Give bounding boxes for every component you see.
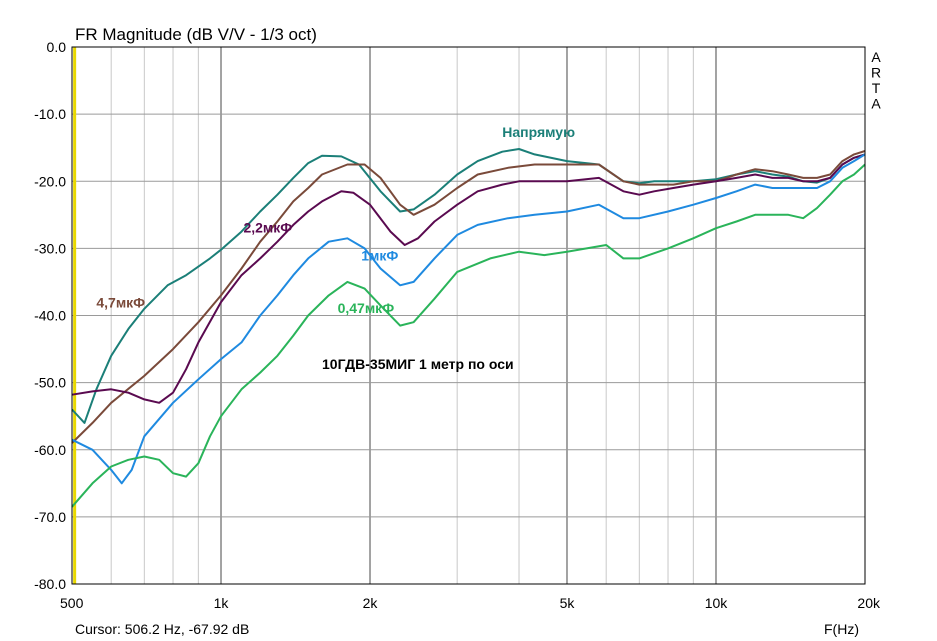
y-tick--30.0: -30.0 — [34, 240, 66, 256]
series-line-5 — [71, 163, 866, 508]
chart-title: FR Magnitude (dB V/V - 1/3 oct) — [75, 25, 317, 44]
series-group — [71, 148, 866, 508]
y-tick--80.0: -80.0 — [34, 576, 66, 592]
grid — [72, 47, 865, 584]
series-label-5: 0,47мкФ — [338, 300, 395, 316]
x-tick-500: 500 — [60, 595, 84, 611]
y-tick--50.0: -50.0 — [34, 375, 66, 391]
series-line-4 — [71, 153, 866, 485]
series-line-3 — [71, 153, 866, 404]
series-label-4: 1мкФ — [361, 247, 398, 263]
y-tick--10.0: -10.0 — [34, 106, 66, 122]
y-tick-0.0: 0.0 — [47, 39, 67, 55]
series-label-1: Напрямую — [502, 124, 575, 140]
series-line-1 — [71, 148, 866, 424]
arta-letter-3: T — [872, 80, 881, 96]
x-tick-5k: 5k — [560, 595, 576, 611]
arta-letter-1: A — [871, 49, 881, 65]
x-axis-label: F(Hz) — [824, 621, 859, 637]
series-line-2 — [71, 150, 866, 444]
series-label-2: 4,7мкФ — [96, 294, 145, 310]
y-tick-labels: 0.0 -10.0 -20.0 -30.0 -40.0 -50.0 -60.0 -70.0 -8… — [34, 39, 66, 592]
x-tick-10k: 10k — [705, 595, 729, 611]
arta-letter-4: A — [871, 96, 881, 112]
arta-letter-2: R — [871, 65, 881, 81]
series-label-3: 2,2мкФ — [243, 219, 292, 235]
cursor-readout: Cursor: 506.2 Hz, -67.92 dB — [75, 621, 249, 637]
x-tick-20k: 20k — [857, 595, 881, 611]
measurement-note: 10ГДВ-35МИГ 1 метр по оси — [322, 356, 514, 372]
x-tick-labels: 500 1k 2k 5k 10k 20k — [60, 595, 881, 611]
y-tick--60.0: -60.0 — [34, 442, 66, 458]
y-tick--40.0: -40.0 — [34, 308, 66, 324]
y-tick--20.0: -20.0 — [34, 173, 66, 189]
x-tick-1k: 1k — [214, 595, 230, 611]
x-tick-2k: 2k — [363, 595, 379, 611]
y-tick--70.0: -70.0 — [34, 509, 66, 525]
series-labels: Напрямую 4,7мкФ 2,2мкФ 1мкФ 0,47мкФ — [96, 124, 575, 316]
plot-frame — [71, 46, 866, 585]
